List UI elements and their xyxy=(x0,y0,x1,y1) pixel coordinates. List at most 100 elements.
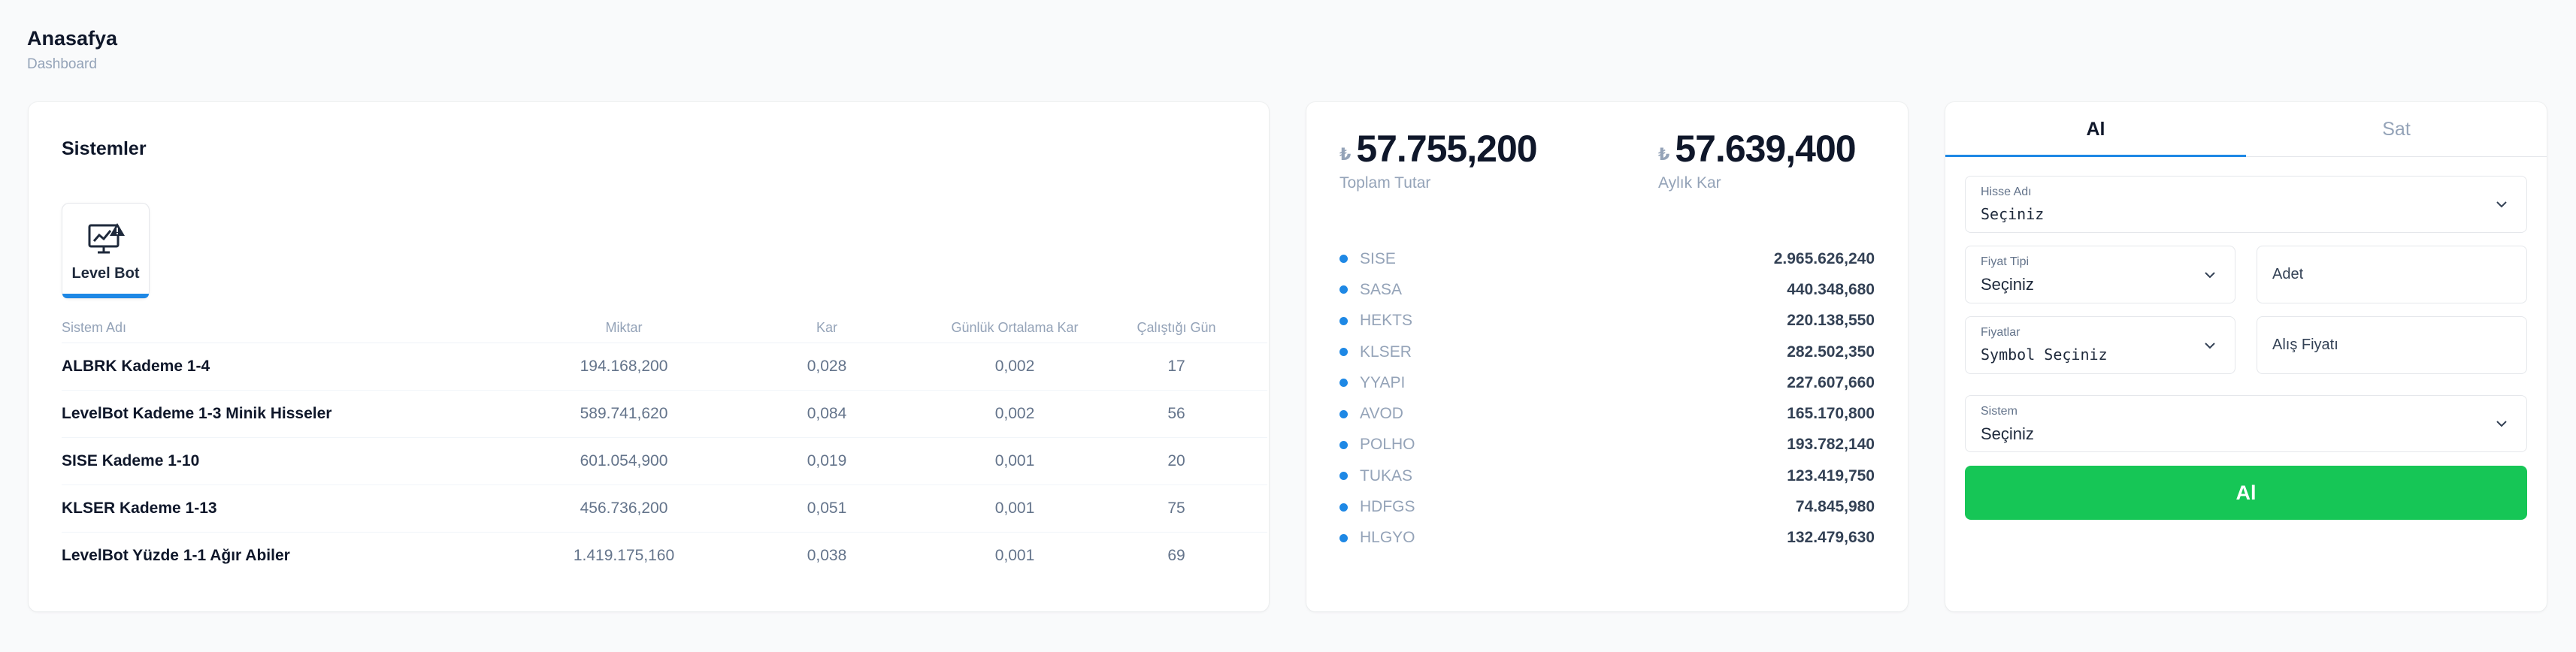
col-sistem-adi: Sistem Adı xyxy=(62,319,127,335)
list-item: POLHO 193.782,140 xyxy=(1339,430,1875,460)
chevron-down-icon xyxy=(2496,201,2507,208)
alis-fiyati-placeholder: Alış Fiyatı xyxy=(2272,337,2338,353)
tab-sell[interactable]: Sat xyxy=(2382,119,2411,140)
total-amount: 57.755,200 xyxy=(1356,128,1537,170)
system-kar: 0,019 xyxy=(807,452,847,469)
chart-monitor-icon xyxy=(88,223,125,254)
sistem-value: Seçiniz xyxy=(1981,424,2034,443)
stock-value: 282.502,350 xyxy=(1787,343,1875,361)
bullet-dot-icon xyxy=(1339,379,1348,388)
stock-symbol: POLHO xyxy=(1360,436,1415,454)
bullet-dot-icon xyxy=(1339,533,1348,542)
bullet-dot-icon xyxy=(1339,316,1348,325)
stock-symbol: HEKTS xyxy=(1360,312,1413,330)
system-gun: 56 xyxy=(1167,405,1185,422)
bullet-dot-icon xyxy=(1339,503,1348,512)
system-gunluk-kar: 0,001 xyxy=(994,500,1035,517)
list-item: SASA 440.348,680 xyxy=(1339,274,1875,305)
stock-symbol: TUKAS xyxy=(1360,466,1413,484)
list-item: YYAPI 227.607,660 xyxy=(1339,367,1875,398)
system-kar: 0,028 xyxy=(807,358,847,375)
system-miktar: 456.736,200 xyxy=(580,500,668,517)
system-kar: 0,051 xyxy=(807,500,847,517)
monthly-profit-amount: 57.639,400 xyxy=(1675,128,1856,170)
systems-table-header: Sistem Adı Miktar Kar Günlük Ortalama Ka… xyxy=(62,312,1267,343)
stock-symbol: KLSER xyxy=(1360,343,1412,361)
trade-card: Al Sat Hisse Adı Seçiniz Fiyat Tipi Seçi… xyxy=(1945,102,2547,611)
trade-tabs: Al Sat xyxy=(1945,102,2547,157)
stock-symbol: HDFGS xyxy=(1360,498,1415,516)
system-kar: 0,038 xyxy=(807,547,847,564)
chevron-down-icon xyxy=(2205,342,2215,349)
bullet-dot-icon xyxy=(1339,348,1348,357)
buy-submit-button[interactable]: Al xyxy=(1965,466,2527,520)
list-item: SISE 2.965.626,240 xyxy=(1339,243,1875,274)
page-title: Anasafya xyxy=(27,27,118,50)
bullet-dot-icon xyxy=(1339,440,1348,449)
list-item: KLSER 282.502,350 xyxy=(1339,337,1875,367)
monthly-profit-label: Aylık Kar xyxy=(1658,174,1721,192)
system-name: ALBRK Kademe 1-4 xyxy=(62,358,210,375)
portfolio-card: ₺ 57.755,200 Toplam Tutar ₺ 57.639,400 Ayl… xyxy=(1306,102,1908,611)
col-calistigi-gun: Çalıştığı Gün xyxy=(1137,319,1216,335)
system-gun: 75 xyxy=(1167,500,1185,517)
alis-fiyati-input[interactable]: Alış Fiyatı xyxy=(2257,316,2527,374)
system-miktar: 1.419.175,160 xyxy=(573,547,675,564)
level-bot-tile[interactable]: Level Bot xyxy=(62,203,150,299)
fiyat-tipi-value: Seçiniz xyxy=(1981,275,2034,294)
list-item: HEKTS 220.138,550 xyxy=(1339,306,1875,337)
total-amount-stat: ₺ 57.755,200 Toplam Tutar xyxy=(1339,126,1538,192)
level-bot-active-indicator xyxy=(62,294,149,298)
fiyatlar-label: Fiyatlar xyxy=(1981,326,2021,339)
system-name: LevelBot Yüzde 1-1 Ağır Abiler xyxy=(62,547,290,564)
stock-symbol: SISE xyxy=(1360,249,1396,267)
system-gun: 17 xyxy=(1167,358,1185,375)
fiyat-tipi-select[interactable]: Fiyat Tipi Seçiniz xyxy=(1965,246,2235,303)
stock-value: 74.845,980 xyxy=(1795,498,1875,516)
system-gunluk-kar: 0,001 xyxy=(994,452,1035,469)
tab-buy[interactable]: Al xyxy=(1945,102,2246,157)
table-row[interactable]: LevelBot Kademe 1-3 Minik Hisseler 589.7… xyxy=(62,391,1267,438)
adet-input[interactable]: Adet xyxy=(2257,246,2527,303)
hisse-select[interactable]: Hisse Adı Seçiniz xyxy=(1965,176,2527,233)
bullet-dot-icon xyxy=(1339,255,1348,264)
chevron-down-icon xyxy=(2496,421,2507,427)
stock-value: 440.348,680 xyxy=(1787,280,1875,298)
col-miktar: Miktar xyxy=(605,319,643,335)
table-row[interactable]: SISE Kademe 1-10 601.054,900 0,019 0,001… xyxy=(62,438,1267,485)
bullet-dot-icon xyxy=(1339,285,1348,294)
system-name: KLSER Kademe 1-13 xyxy=(62,500,217,517)
chevron-down-icon xyxy=(2205,271,2215,278)
bullet-dot-icon xyxy=(1339,472,1348,481)
table-row[interactable]: ALBRK Kademe 1-4 194.168,200 0,028 0,002… xyxy=(62,343,1267,391)
fiyatlar-value: Symbol Seçiniz xyxy=(1981,346,2108,364)
fiyat-tipi-label: Fiyat Tipi xyxy=(1981,255,2030,268)
table-row[interactable]: LevelBot Yüzde 1-1 Ağır Abiler 1.419.175… xyxy=(62,533,1267,579)
system-gunluk-kar: 0,002 xyxy=(994,358,1035,375)
monthly-profit-stat: ₺ 57.639,400 Aylık Kar xyxy=(1658,126,1857,192)
total-amount-label: Toplam Tutar xyxy=(1339,174,1431,192)
sistem-select[interactable]: Sistem Seçiniz xyxy=(1965,395,2527,452)
col-gunluk-ortalama-kar: Günlük Ortalama Kar xyxy=(951,319,1079,335)
stock-value: 123.419,750 xyxy=(1787,466,1875,484)
adet-placeholder: Adet xyxy=(2272,266,2304,282)
hisse-label: Hisse Adı xyxy=(1981,186,2032,198)
systems-table: Sistem Adı Miktar Kar Günlük Ortalama Ka… xyxy=(62,312,1267,579)
stock-value: 193.782,140 xyxy=(1787,436,1875,454)
lira-icon: ₺ xyxy=(1658,145,1669,164)
list-item: AVOD 165.170,800 xyxy=(1339,398,1875,429)
system-kar: 0,084 xyxy=(807,405,847,422)
list-item: HLGYO 132.479,630 xyxy=(1339,523,1875,554)
lira-icon: ₺ xyxy=(1339,145,1351,164)
system-gun: 69 xyxy=(1167,547,1185,564)
fiyatlar-select[interactable]: Fiyatlar Symbol Seçiniz xyxy=(1965,316,2235,374)
table-row[interactable]: KLSER Kademe 1-13 456.736,200 0,051 0,00… xyxy=(62,485,1267,533)
level-bot-label: Level Bot xyxy=(71,265,140,282)
stock-list: SISE 2.965.626,240 SASA 440.348,680 HEKTS 2… xyxy=(1339,243,1875,554)
list-item: TUKAS 123.419,750 xyxy=(1339,460,1875,491)
system-gun: 20 xyxy=(1167,452,1185,469)
page-subtitle: Dashboard xyxy=(27,56,97,72)
stock-value: 2.965.626,240 xyxy=(1773,249,1875,267)
system-miktar: 194.168,200 xyxy=(580,358,668,375)
col-kar: Kar xyxy=(816,319,837,335)
